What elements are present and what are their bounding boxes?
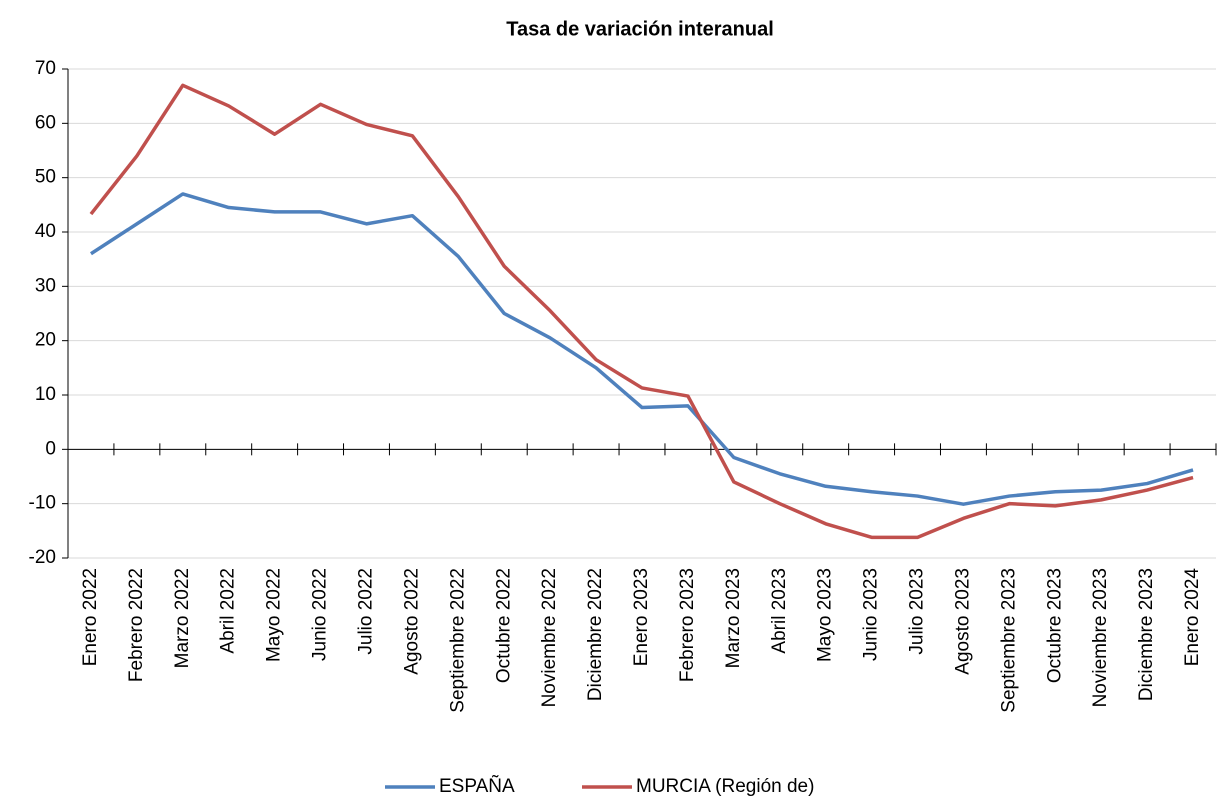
x-tick-label: Mayo 2023	[815, 568, 836, 662]
y-tick-label: 30	[35, 275, 56, 296]
series-line	[89, 83, 1194, 540]
x-tick-label: Marzo 2022	[172, 568, 193, 668]
chart-title: Tasa de variación interanual	[506, 18, 774, 40]
y-tick-label: 0	[45, 438, 56, 459]
y-tick-label: -20	[29, 547, 56, 568]
x-tick-label: Julio 2022	[355, 568, 376, 655]
y-tick-label: 10	[35, 384, 56, 405]
x-tick-label: Diciembre 2023	[1136, 568, 1157, 701]
legend-label: MURCIA (Región de)	[636, 776, 814, 797]
x-tick-label: Junio 2023	[861, 568, 882, 661]
x-tick-label: Julio 2023	[907, 568, 928, 655]
x-tick-label: Agosto 2022	[401, 568, 422, 675]
series-line	[90, 192, 1194, 506]
x-tick-label: Octubre 2022	[493, 568, 514, 683]
x-tick-label: Enero 2023	[631, 568, 652, 666]
y-tick-label: 40	[35, 221, 56, 242]
x-tick-label: Noviembre 2022	[539, 568, 560, 707]
x-tick-label: Enero 2022	[80, 568, 101, 666]
x-tick-label: Diciembre 2022	[585, 568, 606, 701]
x-tick-label: Mayo 2022	[264, 568, 285, 662]
y-tick-label: 50	[35, 167, 56, 188]
x-tick-label: Agosto 2023	[952, 568, 973, 675]
x-tick-label: Noviembre 2023	[1090, 568, 1111, 707]
x-tick-label: Abril 2022	[218, 568, 239, 654]
x-tick-label: Octubre 2023	[1044, 568, 1065, 683]
y-tick-label: 60	[35, 112, 56, 133]
x-tick-label: Septiembre 2022	[447, 568, 468, 713]
y-tick-label: 20	[35, 330, 56, 351]
x-tick-label: Abril 2023	[769, 568, 790, 654]
x-tick-label: Marzo 2023	[723, 568, 744, 668]
legend-label: ESPAÑA	[439, 775, 515, 797]
y-tick-label: -10	[29, 493, 56, 514]
x-tick-label: Junio 2022	[310, 568, 331, 661]
x-tick-label: Enero 2024	[1182, 568, 1203, 667]
x-tick-label: Febrero 2023	[677, 568, 698, 682]
x-tick-label: Febrero 2022	[126, 568, 147, 682]
y-tick-label: 70	[35, 58, 56, 79]
x-tick-label: Septiembre 2023	[998, 568, 1019, 713]
